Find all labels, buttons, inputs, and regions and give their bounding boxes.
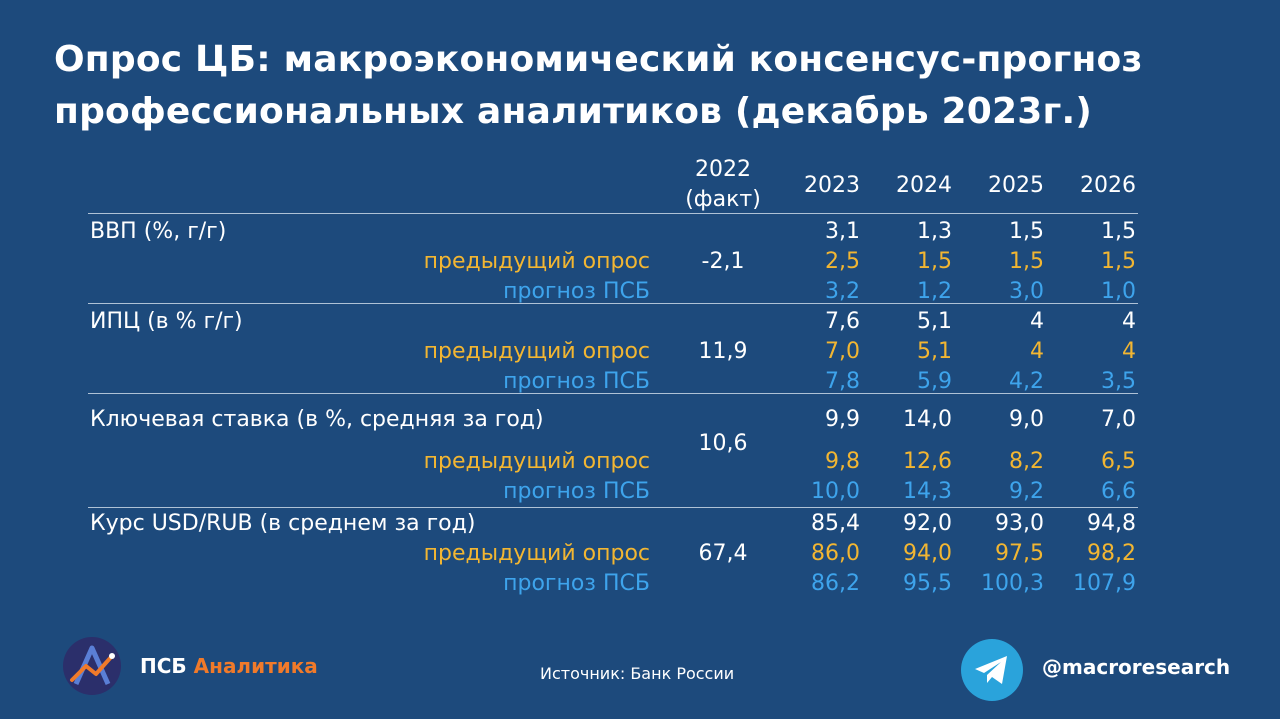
psb-logo-icon <box>63 637 121 695</box>
page-title: Опрос ЦБ: макроэкономический консенсус-п… <box>54 34 1264 138</box>
title-line-1: Опрос ЦБ: макроэкономический консенсус-п… <box>54 39 1143 80</box>
table-divider <box>88 303 1138 304</box>
row-label: Курс USD/RUB (в среднем за год) <box>90 511 476 536</box>
psb-forecast-value: 1,2 <box>917 279 952 304</box>
previous-survey-value: 1,5 <box>917 249 952 274</box>
fact-2022-value: 67,4 <box>698 541 748 566</box>
psb-forecast-value: 100,3 <box>981 571 1044 596</box>
table-divider <box>88 393 1138 394</box>
fact-2022-value: 10,6 <box>698 431 748 456</box>
previous-survey-value: 86,0 <box>811 541 860 566</box>
consensus-value: 9,9 <box>825 407 860 432</box>
psb-forecast-value: 7,8 <box>825 369 860 394</box>
consensus-value: 7,0 <box>1101 407 1136 432</box>
consensus-value: 92,0 <box>903 511 952 536</box>
previous-survey-value: 1,5 <box>1101 249 1136 274</box>
consensus-value: 1,3 <box>917 219 952 244</box>
row-sublabel-psb-forecast: прогноз ПСБ <box>503 479 650 504</box>
psb-forecast-value: 5,9 <box>917 369 952 394</box>
psb-forecast-value: 86,2 <box>811 571 860 596</box>
previous-survey-value: 94,0 <box>903 541 952 566</box>
table-divider <box>88 213 1138 214</box>
telegram-icon[interactable] <box>961 639 1023 701</box>
psb-forecast-value: 10,0 <box>811 479 860 504</box>
header-year-2023: 2023 <box>804 173 860 198</box>
row-sublabel-psb-forecast: прогноз ПСБ <box>503 571 650 596</box>
consensus-value: 4 <box>1030 309 1044 334</box>
consensus-value: 4 <box>1122 309 1136 334</box>
row-sublabel-previous-survey: предыдущий опрос <box>423 541 650 566</box>
header-year-2026: 2026 <box>1080 173 1136 198</box>
row-label: ВВП (%, г/г) <box>90 219 227 244</box>
consensus-value: 1,5 <box>1009 219 1044 244</box>
previous-survey-value: 1,5 <box>1009 249 1044 274</box>
consensus-value: 14,0 <box>903 407 952 432</box>
psb-forecast-value: 1,0 <box>1101 279 1136 304</box>
previous-survey-value: 7,0 <box>825 339 860 364</box>
previous-survey-value: 8,2 <box>1009 449 1044 474</box>
title-line-2: профессиональных аналитиков (декабрь 202… <box>54 91 1093 132</box>
previous-survey-value: 9,8 <box>825 449 860 474</box>
header-fact-year: 2022 <box>695 157 751 182</box>
psb-forecast-value: 9,2 <box>1009 479 1044 504</box>
row-sublabel-psb-forecast: прогноз ПСБ <box>503 279 650 304</box>
previous-survey-value: 4 <box>1030 339 1044 364</box>
row-sublabel-previous-survey: предыдущий опрос <box>423 249 650 274</box>
row-label: Ключевая ставка (в %, средняя за год) <box>90 407 544 432</box>
header-fact-note: (факт) <box>685 187 761 212</box>
psb-forecast-value: 4,2 <box>1009 369 1044 394</box>
consensus-value: 3,1 <box>825 219 860 244</box>
previous-survey-value: 4 <box>1122 339 1136 364</box>
psb-forecast-value: 14,3 <box>903 479 952 504</box>
row-sublabel-previous-survey: предыдущий опрос <box>423 449 650 474</box>
header-year-2025: 2025 <box>988 173 1044 198</box>
brand-analytics: Аналитика <box>193 654 318 678</box>
brand-psb: ПСБ <box>140 654 187 678</box>
psb-forecast-value: 107,9 <box>1073 571 1136 596</box>
previous-survey-value: 6,5 <box>1101 449 1136 474</box>
consensus-value: 1,5 <box>1101 219 1136 244</box>
telegram-handle[interactable]: @macroresearch <box>1042 655 1231 679</box>
previous-survey-value: 97,5 <box>995 541 1044 566</box>
psb-forecast-value: 95,5 <box>903 571 952 596</box>
previous-survey-value: 12,6 <box>903 449 952 474</box>
previous-survey-value: 5,1 <box>917 339 952 364</box>
consensus-value: 5,1 <box>917 309 952 334</box>
table-divider <box>88 507 1138 508</box>
psb-forecast-value: 3,0 <box>1009 279 1044 304</box>
header-year-2024: 2024 <box>896 173 952 198</box>
consensus-value: 85,4 <box>811 511 860 536</box>
row-label: ИПЦ (в % г/г) <box>90 309 243 334</box>
psb-forecast-value: 3,2 <box>825 279 860 304</box>
row-sublabel-previous-survey: предыдущий опрос <box>423 339 650 364</box>
consensus-value: 9,0 <box>1009 407 1044 432</box>
row-sublabel-psb-forecast: прогноз ПСБ <box>503 369 650 394</box>
fact-2022-value: -2,1 <box>701 249 745 274</box>
consensus-value: 94,8 <box>1087 511 1136 536</box>
brand-name: ПСБ Аналитика <box>140 654 318 678</box>
psb-forecast-value: 6,6 <box>1101 479 1136 504</box>
fact-2022-value: 11,9 <box>698 339 748 364</box>
psb-forecast-value: 3,5 <box>1101 369 1136 394</box>
previous-survey-value: 2,5 <box>825 249 860 274</box>
source-note: Источник: Банк России <box>540 664 735 683</box>
consensus-value: 7,6 <box>825 309 860 334</box>
previous-survey-value: 98,2 <box>1087 541 1136 566</box>
consensus-value: 93,0 <box>995 511 1044 536</box>
